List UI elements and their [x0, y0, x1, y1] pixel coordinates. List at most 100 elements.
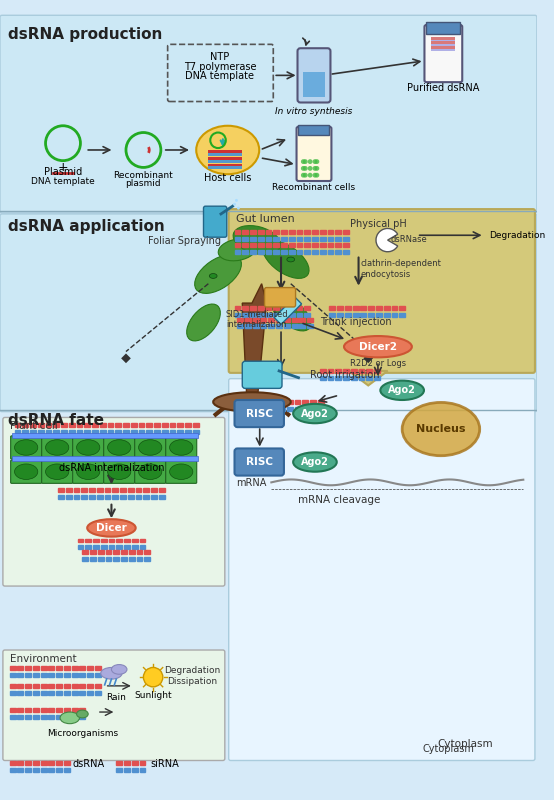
Bar [284, 318, 290, 322]
Bar [33, 674, 39, 677]
Bar [399, 306, 405, 310]
Bar [69, 423, 75, 427]
Bar [83, 550, 88, 554]
Bar [253, 325, 259, 328]
Bar [124, 762, 130, 766]
Circle shape [237, 206, 240, 210]
Ellipse shape [270, 294, 311, 331]
Bar [242, 237, 248, 241]
Circle shape [315, 166, 319, 171]
Bar [48, 674, 54, 677]
Text: clathrin-dependent
endocytosis: clathrin-dependent endocytosis [361, 259, 442, 279]
Bar [245, 318, 251, 322]
Bar [345, 306, 351, 310]
Ellipse shape [170, 464, 193, 479]
Ellipse shape [293, 404, 337, 423]
Bar [265, 243, 271, 247]
Circle shape [301, 173, 306, 178]
Text: Plant cell: Plant cell [9, 422, 58, 431]
Bar [105, 495, 110, 499]
Bar [281, 250, 287, 254]
Bar [90, 557, 96, 561]
Bar [90, 550, 96, 554]
Circle shape [301, 159, 306, 164]
Bar [253, 318, 259, 322]
Ellipse shape [76, 440, 100, 455]
Bar [33, 684, 39, 688]
Bar [374, 376, 380, 380]
Bar [109, 546, 114, 550]
Bar [17, 762, 23, 766]
Bar [289, 230, 295, 234]
Bar [296, 243, 302, 247]
Ellipse shape [76, 710, 88, 718]
Bar [185, 430, 191, 434]
FancyBboxPatch shape [11, 436, 42, 459]
Bar [78, 546, 83, 550]
Circle shape [303, 166, 307, 171]
Bar [87, 684, 93, 688]
Bar [48, 666, 54, 670]
Bar [61, 430, 67, 434]
Bar [38, 423, 44, 427]
Bar [289, 306, 295, 310]
Bar [71, 708, 78, 712]
Text: mRNA: mRNA [237, 478, 267, 487]
Bar [106, 550, 111, 554]
Polygon shape [121, 354, 131, 363]
Text: Rain: Rain [106, 693, 126, 702]
Bar [128, 488, 134, 492]
Text: dsRNA application: dsRNA application [8, 218, 165, 234]
Text: In vitro synthesis: In vitro synthesis [275, 107, 353, 116]
Ellipse shape [263, 241, 309, 278]
Bar [132, 768, 137, 772]
Bar [392, 306, 397, 310]
Bar [384, 313, 389, 317]
Text: Ago2: Ago2 [301, 457, 329, 467]
Bar [40, 690, 47, 694]
Bar [69, 430, 75, 434]
Bar [101, 538, 106, 542]
Circle shape [301, 166, 306, 171]
Bar [48, 768, 54, 772]
Text: Ago2: Ago2 [301, 409, 329, 418]
Bar [79, 684, 85, 688]
Bar [151, 488, 157, 492]
Bar [64, 690, 70, 694]
Bar [100, 430, 106, 434]
Bar [310, 406, 316, 410]
Bar [71, 715, 78, 719]
Bar [208, 166, 242, 170]
Text: Degradation
Dissipation: Degradation Dissipation [164, 666, 220, 686]
Bar [79, 715, 85, 719]
Circle shape [312, 166, 317, 171]
Ellipse shape [45, 440, 69, 455]
Bar [121, 557, 127, 561]
Circle shape [307, 159, 312, 164]
Bar [366, 369, 372, 373]
Bar [30, 430, 36, 434]
Ellipse shape [76, 464, 100, 479]
Bar [431, 46, 455, 49]
Bar [22, 430, 28, 434]
Bar [30, 423, 36, 427]
Bar [138, 430, 145, 434]
Bar [66, 488, 71, 492]
Bar [48, 708, 54, 712]
Bar [12, 456, 198, 461]
Bar [250, 313, 256, 317]
FancyBboxPatch shape [0, 214, 537, 412]
Bar [295, 400, 300, 404]
Bar [250, 237, 256, 241]
Bar [159, 495, 165, 499]
Ellipse shape [209, 274, 217, 278]
Bar [258, 313, 264, 317]
Polygon shape [363, 354, 373, 363]
Bar [335, 376, 341, 380]
Bar [124, 546, 130, 550]
Bar [320, 230, 326, 234]
Circle shape [303, 159, 307, 164]
Bar [53, 423, 59, 427]
Bar [146, 430, 152, 434]
Bar [279, 406, 285, 410]
